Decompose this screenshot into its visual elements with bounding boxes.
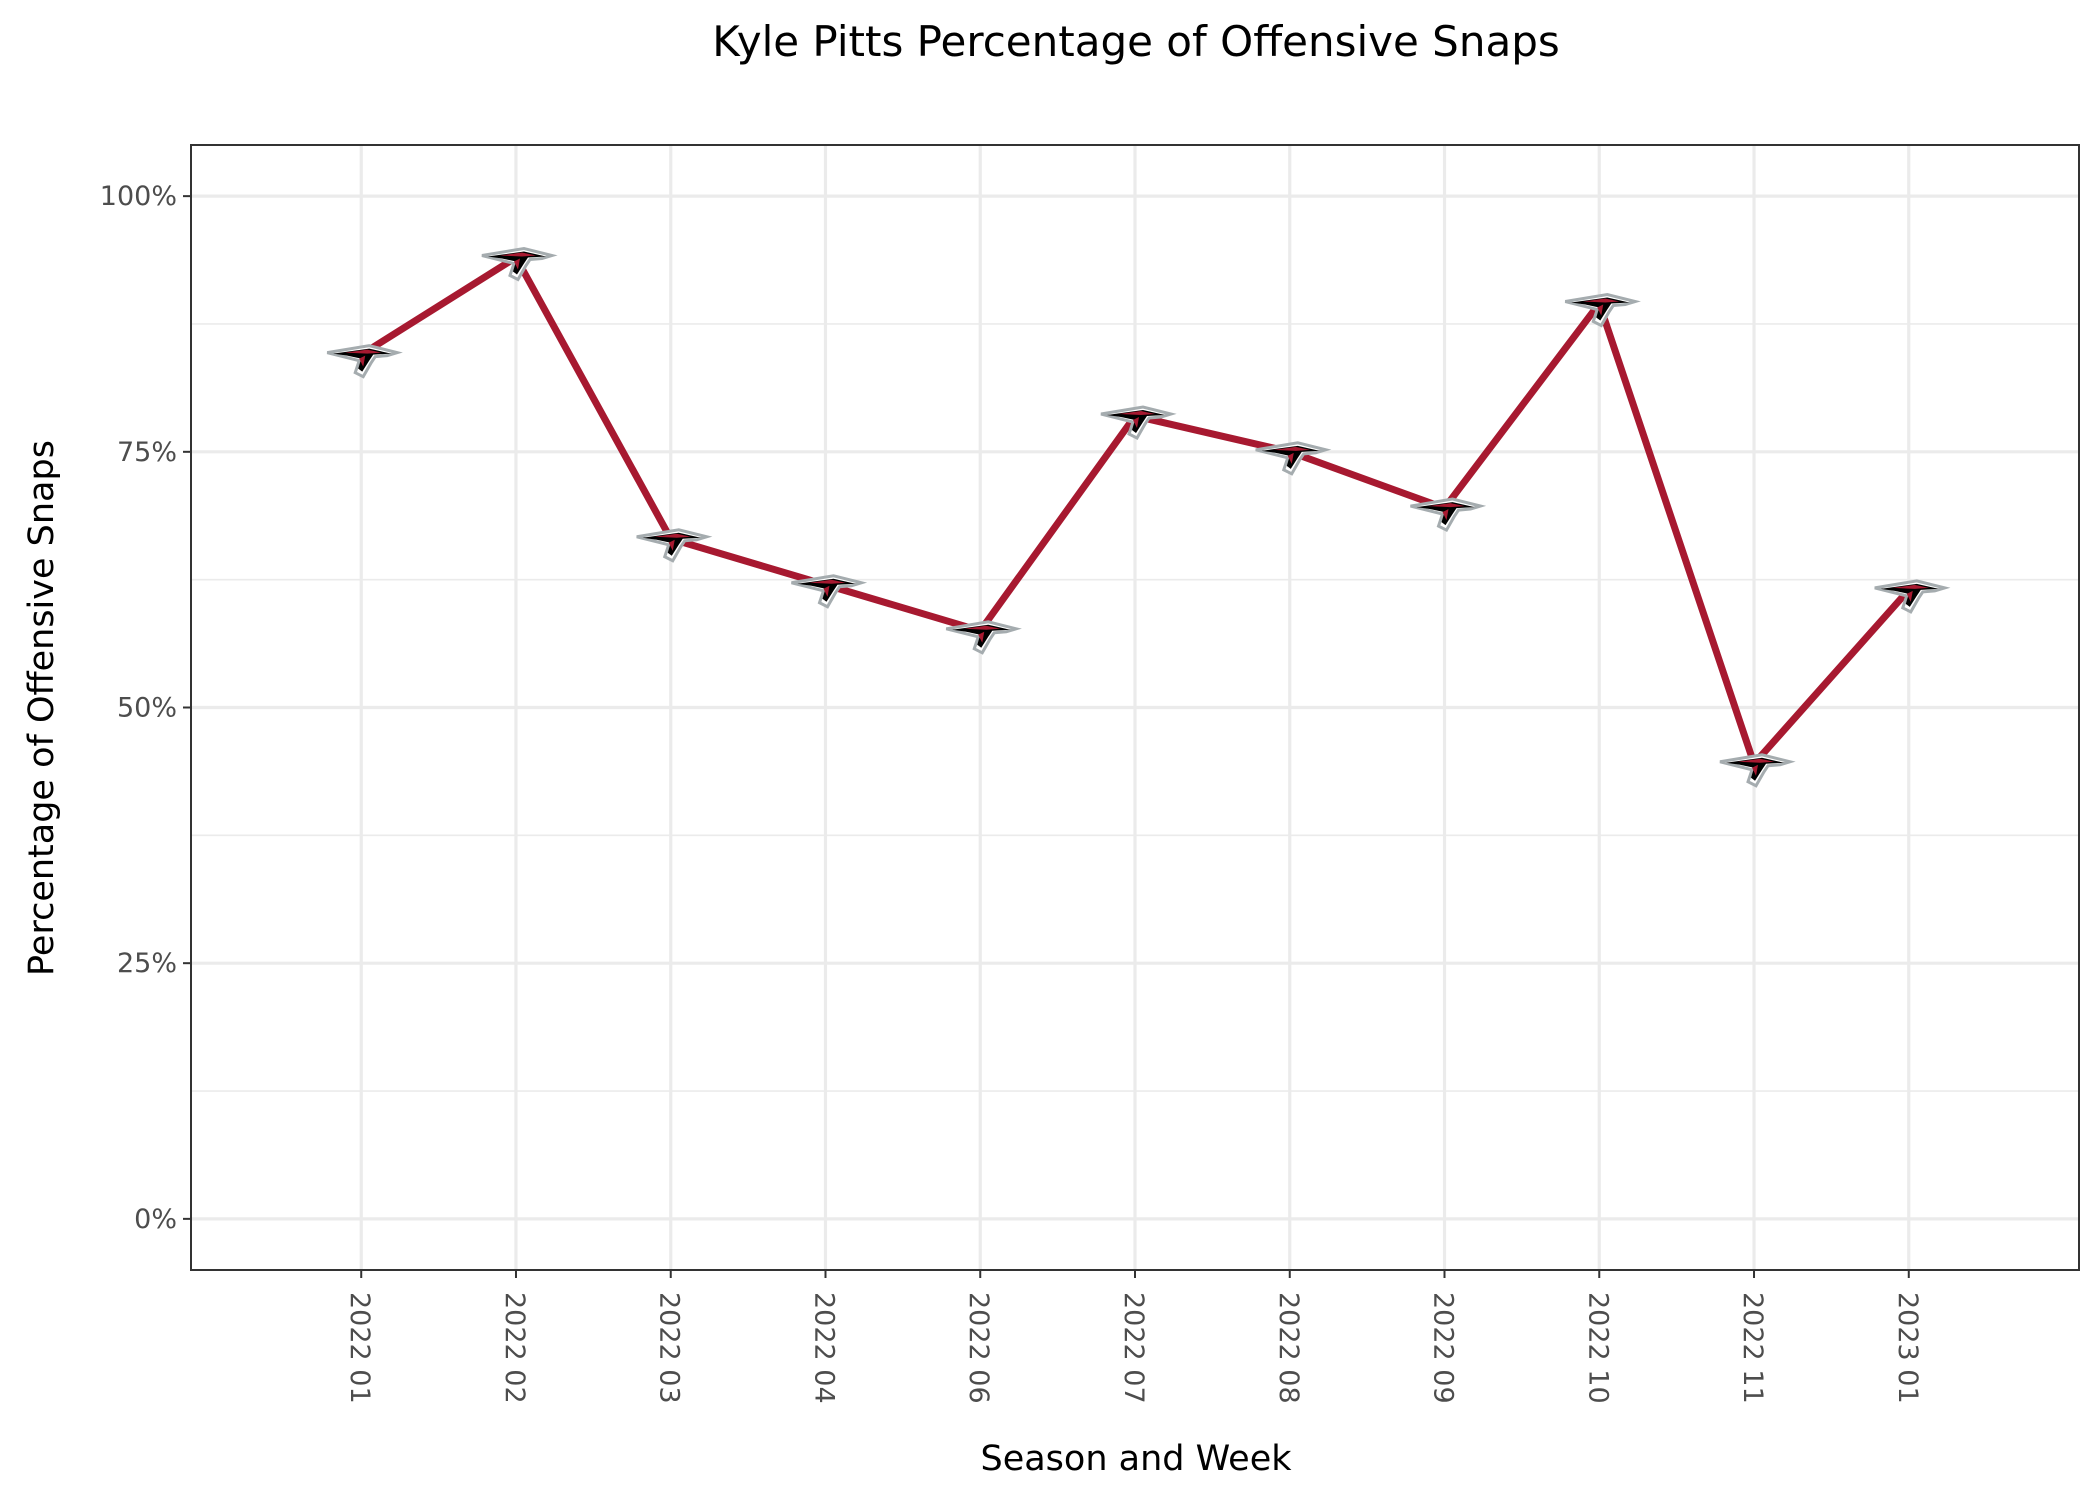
y-axis: 0% 25% 50% 75% 100%	[100, 181, 191, 1235]
y-tick-label: 75%	[117, 437, 177, 468]
x-axis: 2022 01 2022 02 2022 03 2022 04 2022 06 2022 …	[344, 1270, 1923, 1404]
series-line	[325, 247, 1947, 788]
x-tick-label: 2022 10	[1582, 1292, 1613, 1404]
falcons-logo-icon	[1873, 579, 1947, 614]
plot-panel	[190, 144, 2080, 1271]
falcons-logo-icon	[325, 344, 399, 379]
x-tick-label: 2023 01	[1892, 1292, 1923, 1404]
x-tick-label: 2022 06	[963, 1292, 994, 1404]
x-tick-label: 2022 09	[1428, 1292, 1459, 1404]
x-tick-label: 2022 04	[808, 1292, 839, 1404]
falcons-logo-icon	[1718, 753, 1792, 788]
x-tick-label: 2022 08	[1273, 1292, 1304, 1404]
y-tick-label: 50%	[117, 693, 177, 724]
x-tick-label: 2022 01	[344, 1292, 375, 1404]
y-tick-label: 0%	[134, 1204, 177, 1235]
x-tick-label: 2022 07	[1118, 1292, 1149, 1404]
y-tick-label: 25%	[117, 948, 177, 979]
grid	[191, 145, 2079, 1270]
x-tick-label: 2022 02	[499, 1292, 530, 1404]
x-tick-label: 2022 11	[1737, 1292, 1768, 1404]
falcons-logo-icon	[944, 620, 1018, 655]
y-axis-title: Percentage of Offensive Snaps	[22, 440, 62, 976]
falcons-logo-icon	[1409, 497, 1483, 532]
x-axis-title: Season and Week	[980, 1439, 1292, 1479]
y-tick-label: 100%	[100, 181, 177, 212]
x-tick-label: 2022 03	[654, 1292, 685, 1404]
falcons-logo-icon	[1563, 293, 1637, 328]
chart-title: Kyle Pitts Percentage of Offensive Snaps	[712, 17, 1560, 66]
